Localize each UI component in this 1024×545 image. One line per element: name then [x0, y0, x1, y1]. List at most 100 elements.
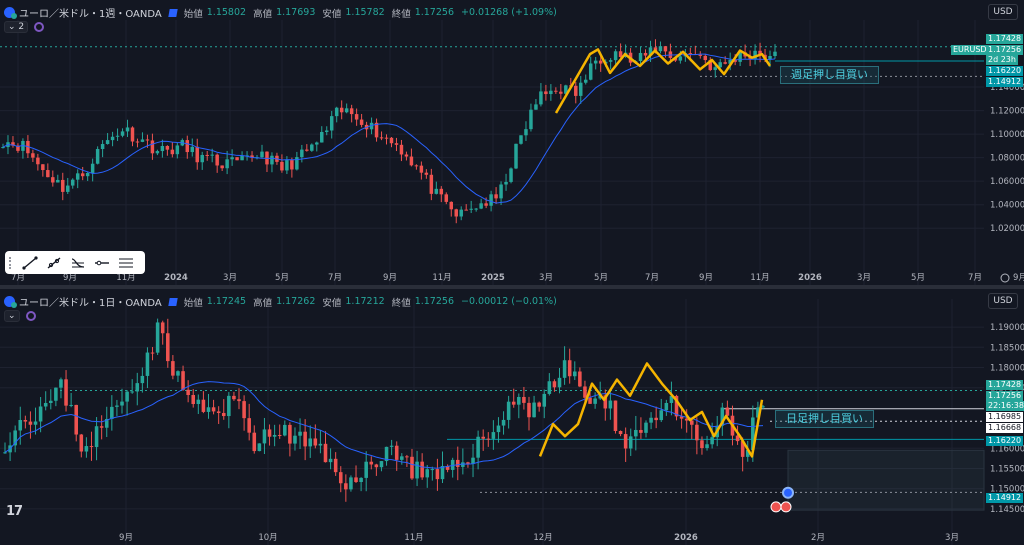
time-tick-label: 9月 — [699, 273, 713, 283]
moving-average-line[interactable] — [2, 53, 776, 204]
candle-body — [578, 371, 582, 387]
candle-body — [16, 145, 20, 151]
candle-body — [420, 461, 424, 478]
change-value: +0.01268 (+1.09%) — [461, 7, 557, 18]
price-tick-label: 1.06000 — [990, 177, 1024, 187]
candle-body — [374, 464, 379, 468]
time-axis[interactable]: 7月 9月 11月 2024 3月 5月 7月 9月 11月 2025 3月 5月 7月 9月 11月 202… — [11, 273, 1024, 283]
candle-body — [99, 426, 104, 428]
candle-body — [720, 407, 725, 426]
candle-body — [603, 395, 608, 409]
candle-body — [69, 404, 73, 406]
candle-body — [537, 402, 541, 407]
drag-handle-icon[interactable] — [9, 256, 15, 269]
candle-body — [435, 469, 440, 480]
weekly-chart-plot[interactable]: 1.14000 1.12000 1.10000 1.08000 1.06000 1.040… — [0, 0, 1024, 285]
candle-body — [718, 62, 722, 68]
candle-body — [703, 55, 708, 61]
indicator-icon[interactable] — [34, 22, 45, 32]
candle-body — [115, 405, 119, 407]
candle-body — [232, 395, 236, 400]
candle-body — [476, 436, 480, 458]
candle-body — [240, 155, 244, 161]
candle-body — [439, 188, 444, 195]
candle-body — [270, 155, 274, 165]
candle-body — [125, 391, 129, 402]
candle-body — [140, 375, 145, 384]
indicator-toggle[interactable]: ⌄ — [4, 310, 20, 322]
indicator-icon[interactable] — [25, 311, 36, 321]
tradingview-logo[interactable]: 17 — [6, 504, 23, 519]
candle-body — [90, 163, 95, 173]
ray-tool-icon[interactable] — [45, 255, 63, 271]
candle-body — [160, 322, 165, 334]
fib-tool-icon[interactable] — [69, 255, 87, 271]
price-tag-7: 1.14912 — [986, 493, 1024, 503]
candle-body — [46, 170, 50, 178]
position-box[interactable] — [787, 449, 985, 511]
zigzag-drawing[interactable] — [538, 362, 764, 458]
symbol-icon — [4, 7, 17, 19]
candle-body — [384, 137, 389, 139]
candle-body — [94, 426, 99, 448]
candle-body — [145, 352, 150, 376]
candle-body — [761, 406, 765, 408]
symbol-title[interactable]: ユーロ／米ドル・1週・OANDA — [19, 9, 162, 20]
price-tick-label: 1.14000 — [990, 83, 1024, 93]
time-tick-label: 3月 — [223, 273, 237, 283]
candle-body — [190, 146, 195, 153]
parallel-lines-tool-icon[interactable] — [117, 255, 135, 271]
candle-body — [369, 461, 374, 465]
candle-body — [689, 420, 694, 425]
time-tick-label: 11月 — [750, 273, 769, 283]
candle-body — [628, 436, 633, 449]
close-value: 1.17256 — [414, 296, 454, 307]
symbol-title[interactable]: ユーロ／米ドル・1日・OANDA — [19, 298, 162, 309]
candle-body — [333, 458, 338, 473]
candle-body — [220, 165, 224, 169]
horizontal-line-tool-icon[interactable] — [93, 255, 111, 271]
candle-body — [95, 149, 100, 164]
candle-body — [489, 194, 493, 206]
candle-body — [349, 477, 353, 490]
candle-body — [359, 119, 364, 125]
weekly-note-text[interactable]: 週足押し目買い — [780, 66, 879, 84]
event-marker-icon[interactable] — [782, 486, 794, 499]
candle-body — [532, 402, 536, 418]
daily-note-text[interactable]: 日足押し目買い — [775, 410, 874, 428]
candle-body — [572, 371, 577, 377]
candle-body — [664, 402, 669, 411]
zigzag-drawing[interactable] — [554, 48, 772, 114]
candle-body — [11, 142, 15, 146]
candle-body — [344, 108, 349, 113]
candle-body — [506, 401, 511, 420]
indicator-toggle[interactable]: ⌄ 2 — [4, 21, 29, 33]
time-tick-label: 9月 — [119, 533, 133, 543]
us-event-flag-icon[interactable] — [770, 501, 782, 513]
pane-divider[interactable] — [0, 285, 1024, 289]
scale-settings-icon[interactable] — [1000, 273, 1010, 283]
time-axis[interactable]: 9月 10月 11月 12月 2026 2月 3月 — [119, 533, 959, 543]
candle-body — [618, 51, 623, 58]
candle-body — [328, 458, 333, 463]
eu-event-flag-icon[interactable] — [780, 501, 792, 513]
candle-body — [509, 168, 513, 182]
trendline-tool-icon[interactable] — [21, 255, 39, 271]
candle-body — [215, 154, 219, 166]
candle-body — [547, 381, 552, 394]
weekly-chart-pane[interactable]: 1.14000 1.12000 1.10000 1.08000 1.06000 1.040… — [0, 0, 1024, 285]
candle-body — [283, 424, 287, 436]
candle-body — [175, 145, 180, 155]
currency-button[interactable]: USD — [988, 293, 1018, 309]
price-tag-countdown: 2d 23h — [986, 55, 1018, 65]
candle-body — [23, 419, 28, 422]
moving-average-line[interactable] — [4, 381, 764, 469]
time-tick-label: 9月 — [1013, 273, 1024, 283]
candle-body — [285, 160, 289, 171]
candle-body — [710, 437, 714, 445]
candle-body — [262, 429, 267, 444]
currency-button[interactable]: USD — [988, 4, 1018, 20]
daily-chart-pane[interactable]: 1.190001.185001.180001.175001.160001.155… — [0, 289, 1024, 545]
candle-body — [230, 157, 234, 160]
candle-body — [608, 60, 613, 62]
